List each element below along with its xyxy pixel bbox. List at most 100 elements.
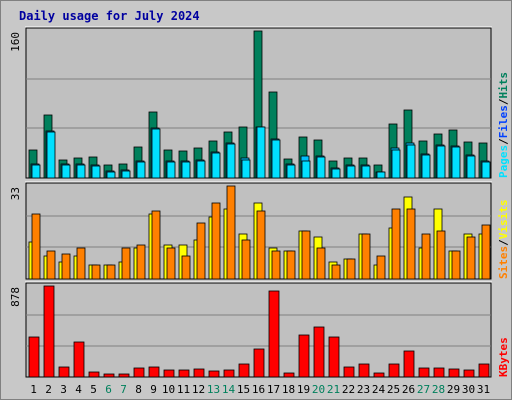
bar-kbytes-day-13 [208, 370, 220, 378]
legend-0: Pages/Files/Hits [497, 72, 510, 178]
bar-sites-day-30 [466, 236, 476, 280]
bar-kbytes-day-28 [433, 367, 445, 378]
bar-kbytes-day-27 [418, 367, 430, 378]
bar-pages-day-4 [76, 164, 86, 179]
x-tick-label: 17 [267, 383, 280, 396]
bar-kbytes-day-7 [118, 373, 130, 378]
bar-sites-day-23 [361, 233, 371, 280]
bar-kbytes-day-2 [43, 285, 55, 378]
bar-sites-day-7 [121, 247, 131, 280]
legend-separator: / [497, 98, 510, 105]
x-tick-label: 15 [237, 383, 250, 396]
bar-kbytes-day-17 [268, 290, 280, 378]
x-tick-label: 31 [477, 383, 490, 396]
bar-sites-day-31 [481, 224, 491, 280]
bar-sites-day-21 [331, 264, 341, 280]
bar-kbytes-day-20 [313, 326, 325, 378]
x-tick-label: 7 [120, 383, 127, 396]
bar-sites-day-10 [166, 247, 176, 280]
bar-kbytes-day-12 [193, 368, 205, 378]
x-tick-label: 21 [327, 383, 340, 396]
bar-sites-day-3 [61, 253, 71, 280]
legend-item-kbytes: KBytes [497, 337, 510, 377]
bar-pages-day-5 [91, 165, 101, 179]
x-tick-label: 19 [297, 383, 310, 396]
bar-pages-day-16 [256, 126, 266, 179]
bar-kbytes-day-14 [223, 369, 235, 378]
bar-kbytes-day-4 [73, 341, 85, 378]
bar-sites-day-25 [391, 208, 401, 280]
legend-item-files: Files [497, 105, 510, 138]
bar-pages-day-23 [361, 165, 371, 179]
bar-kbytes-day-30 [463, 369, 475, 378]
panel-hits-files-pages: 160 [9, 26, 492, 179]
x-tick-label: 27 [417, 383, 430, 396]
bar-sites-day-15 [241, 239, 251, 280]
bar-kbytes-day-9 [148, 366, 160, 378]
y-max-label: 878 [9, 287, 22, 307]
bar-sites-day-9 [151, 210, 161, 280]
legend-item-pages: Pages [497, 145, 510, 178]
bar-pages-day-11 [181, 161, 191, 179]
bar-pages-day-10 [166, 161, 176, 179]
bar-kbytes-day-6 [103, 373, 115, 378]
chart-title: Daily usage for July 2024 [19, 9, 200, 23]
x-tick-label: 16 [252, 383, 265, 396]
y-max-label: 33 [9, 187, 22, 200]
bar-kbytes-day-16 [253, 348, 265, 378]
x-tick-label: 12 [192, 383, 205, 396]
y-max-label: 160 [9, 32, 22, 52]
bar-kbytes-day-29 [448, 368, 460, 378]
bar-sites-day-24 [376, 255, 386, 280]
x-tick-label: 3 [60, 383, 67, 396]
legend-item-sites: Sites [497, 246, 510, 279]
bar-kbytes-day-21 [328, 336, 340, 378]
bar-pages-day-7 [121, 170, 131, 179]
bar-sites-day-29 [451, 250, 461, 280]
bar-sites-day-16 [256, 210, 266, 280]
bar-kbytes-day-5 [88, 371, 100, 378]
bar-sites-day-28 [436, 230, 446, 280]
bar-kbytes-day-25 [388, 363, 400, 378]
bar-kbytes-day-8 [133, 367, 145, 378]
bar-sites-day-27 [421, 233, 431, 280]
bar-kbytes-day-15 [238, 363, 250, 378]
x-tick-label: 4 [75, 383, 82, 396]
bar-pages-day-30 [466, 155, 476, 179]
bar-pages-day-21 [331, 168, 341, 179]
bar-pages-day-14 [226, 143, 236, 179]
bar-kbytes-day-22 [343, 366, 355, 378]
bar-pages-day-22 [346, 165, 356, 179]
bar-sites-day-19 [301, 230, 311, 280]
bar-kbytes-day-18 [283, 372, 295, 378]
x-tick-label: 13 [207, 383, 220, 396]
bar-sites-day-5 [91, 264, 101, 280]
bar-pages-day-3 [61, 164, 71, 179]
bar-kbytes-day-31 [478, 363, 490, 378]
bar-pages-day-18 [286, 164, 296, 179]
bar-pages-day-29 [451, 146, 461, 179]
bar-sites-day-8 [136, 244, 146, 280]
bar-sites-day-1 [31, 213, 41, 280]
bar-kbytes-day-11 [178, 369, 190, 378]
bar-pages-day-13 [211, 152, 221, 179]
x-tick-label: 10 [162, 383, 175, 396]
bar-sites-day-4 [76, 247, 86, 280]
bar-sites-day-26 [406, 208, 416, 280]
bar-sites-day-11 [181, 255, 191, 280]
x-tick-label: 30 [462, 383, 475, 396]
bar-sites-day-12 [196, 222, 206, 280]
x-tick-label: 6 [105, 383, 112, 396]
legend-1: Sites/Visits [497, 200, 510, 280]
x-tick-label: 9 [150, 383, 157, 396]
bar-sites-day-13 [211, 202, 221, 280]
x-tick-label: 2 [45, 383, 52, 396]
bar-kbytes-day-24 [373, 372, 385, 378]
x-tick-label: 14 [222, 383, 236, 396]
x-tick-label: 22 [342, 383, 355, 396]
bar-kbytes-day-3 [58, 366, 70, 378]
x-tick-label: 18 [282, 383, 295, 396]
bar-pages-day-26 [406, 144, 416, 179]
